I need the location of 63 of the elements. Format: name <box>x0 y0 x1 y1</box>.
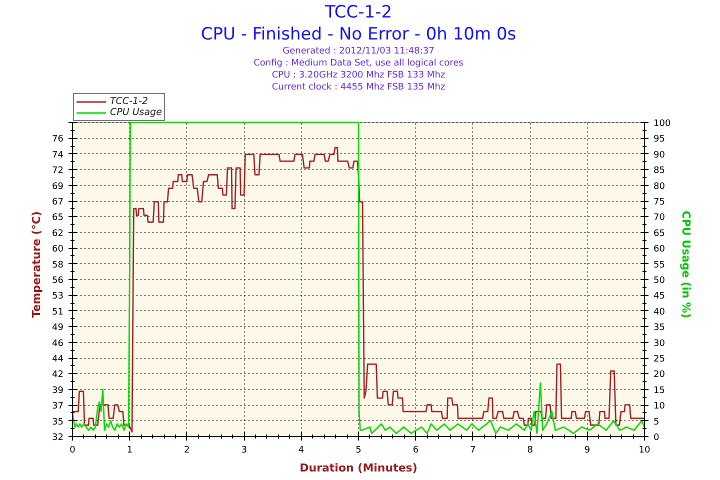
chart-title: TCC-1-2 <box>324 2 392 22</box>
y2-tick-label: 75 <box>654 198 665 208</box>
y-tick-label: 37 <box>52 402 64 412</box>
x-tick-label: 8 <box>527 446 534 456</box>
y2-tick-label: 80 <box>654 182 666 192</box>
y2-tick-label: 35 <box>654 323 665 334</box>
legend-label: TCC-1-2 <box>110 96 148 107</box>
y2-tick-label: 55 <box>654 260 665 270</box>
x-tick-label: 3 <box>241 446 247 456</box>
y-axis-title: Temperature (°C) <box>30 211 44 318</box>
x-tick-label: 5 <box>356 446 362 456</box>
y2-axis-title: CPU Usage (in %) <box>680 210 693 318</box>
y2-tick-label: 45 <box>654 292 665 302</box>
text: Current clock : 4455 Mhz FSB 135 Mhz <box>272 82 446 92</box>
x-tick-label: 0 <box>70 446 76 456</box>
y-tick-label: 51 <box>52 307 64 318</box>
y-tick-label: 67 <box>52 198 64 208</box>
y-tick-label: 32 <box>52 433 64 443</box>
y-tick-label: 72 <box>52 166 64 176</box>
legend-label: CPU Usage <box>110 107 162 118</box>
text: CPU : 3.20GHz 3200 Mhz FSB 133 Mhz <box>272 70 446 80</box>
x-tick-label: 10 <box>638 446 650 456</box>
y2-tick-label: 40 <box>654 307 666 318</box>
y-tick-label: 49 <box>52 323 64 334</box>
x-tick-label: 4 <box>298 446 304 456</box>
y2-tick-label: 65 <box>654 228 665 239</box>
y-tick-label: 56 <box>52 276 64 286</box>
y-tick-label: 44 <box>52 354 64 364</box>
y2-tick-label: 70 <box>654 213 666 224</box>
y2-tick-label: 25 <box>654 354 665 364</box>
text: Config : Medium Data Set, use all logical cores <box>254 58 464 68</box>
y-tick-label: 39 <box>52 386 64 396</box>
y2-tick-label: 85 <box>654 166 665 176</box>
y-tick-label: 58 <box>52 260 64 270</box>
y-tick-label: 42 <box>52 370 64 380</box>
chart-subtitle: CPU - Finished - No Error - 0h 10m 0s <box>200 24 516 44</box>
y2-tick-label: 0 <box>654 433 660 443</box>
y2-tick-label: 30 <box>654 338 666 349</box>
y2-tick-label: 5 <box>654 417 660 428</box>
y-tick-label: 35 <box>52 417 64 428</box>
y2-tick-label: 60 <box>654 244 666 255</box>
x-tick-label: 2 <box>184 446 190 456</box>
y2-tick-label: 95 <box>654 134 665 145</box>
y-tick-label: 76 <box>52 134 64 145</box>
y2-tick-label: 15 <box>654 386 665 396</box>
x-tick-label: 7 <box>470 446 476 456</box>
y-tick-label: 60 <box>52 244 64 255</box>
y2-tick-label: 10 <box>654 402 666 412</box>
y2-tick-label: 20 <box>654 370 666 380</box>
y2-tick-label: 100 <box>654 119 671 129</box>
y-tick-label: 46 <box>52 338 64 349</box>
y-tick-label: 74 <box>52 150 64 160</box>
y-tick-label: 53 <box>52 292 64 302</box>
x-axis-title: Duration (Minutes) <box>300 462 418 474</box>
y2-tick-label: 50 <box>654 276 666 286</box>
text: Generated : 2012/11/03 11:48:37 <box>282 46 434 56</box>
y-tick-label: 62 <box>52 228 64 239</box>
x-tick-label: 6 <box>412 446 419 456</box>
y-tick-label: 65 <box>52 213 64 224</box>
x-tick-label: 9 <box>584 446 590 456</box>
y2-tick-label: 90 <box>654 150 666 160</box>
y-tick-label: 69 <box>52 182 64 192</box>
x-tick-label: 1 <box>126 446 133 456</box>
